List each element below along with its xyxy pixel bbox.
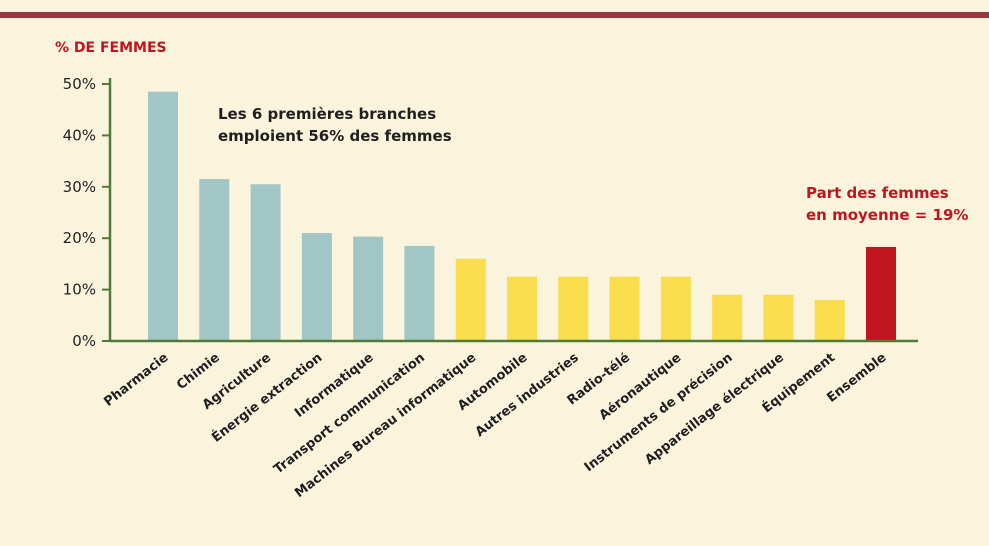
bar [712,294,743,341]
bar [660,276,691,341]
category-label: Pharmacie [101,350,171,410]
y-tick-label: 20% [63,229,96,247]
y-tick-label: 50% [63,75,96,93]
y-tick-label: 40% [63,126,96,144]
category-label: Chimie [174,350,223,393]
bar [199,179,230,341]
bar [250,184,281,341]
y-tick-label: 30% [63,178,96,196]
bar [404,245,435,341]
bar [301,233,332,341]
bar [353,236,384,341]
bar [814,299,845,341]
annotation-line: en moyenne = 19% [806,206,968,224]
category-label: Machines Bureau informatique [292,350,479,501]
annotation-line: Part des femmes [806,184,949,202]
bar [609,276,640,341]
y-tick-label: 0% [72,332,96,350]
bar [455,258,486,341]
bars [148,91,896,342]
y-axis-label: % DE FEMMES [55,40,167,56]
y-ticks: 0% 10% 20% 30% 40% 50% [63,75,110,350]
bar [866,246,896,341]
bar [507,276,537,341]
top-rule [0,12,989,18]
bar [558,276,589,341]
annotation-line: emploient 56% des femmes [218,127,452,145]
bar [763,294,794,341]
y-tick-label: 10% [63,281,96,299]
annotation-line: Les 6 premières branches [218,105,436,123]
bar [148,91,178,342]
annotations: Les 6 premières branches emploient 56% de… [218,105,968,224]
axes [108,78,918,343]
